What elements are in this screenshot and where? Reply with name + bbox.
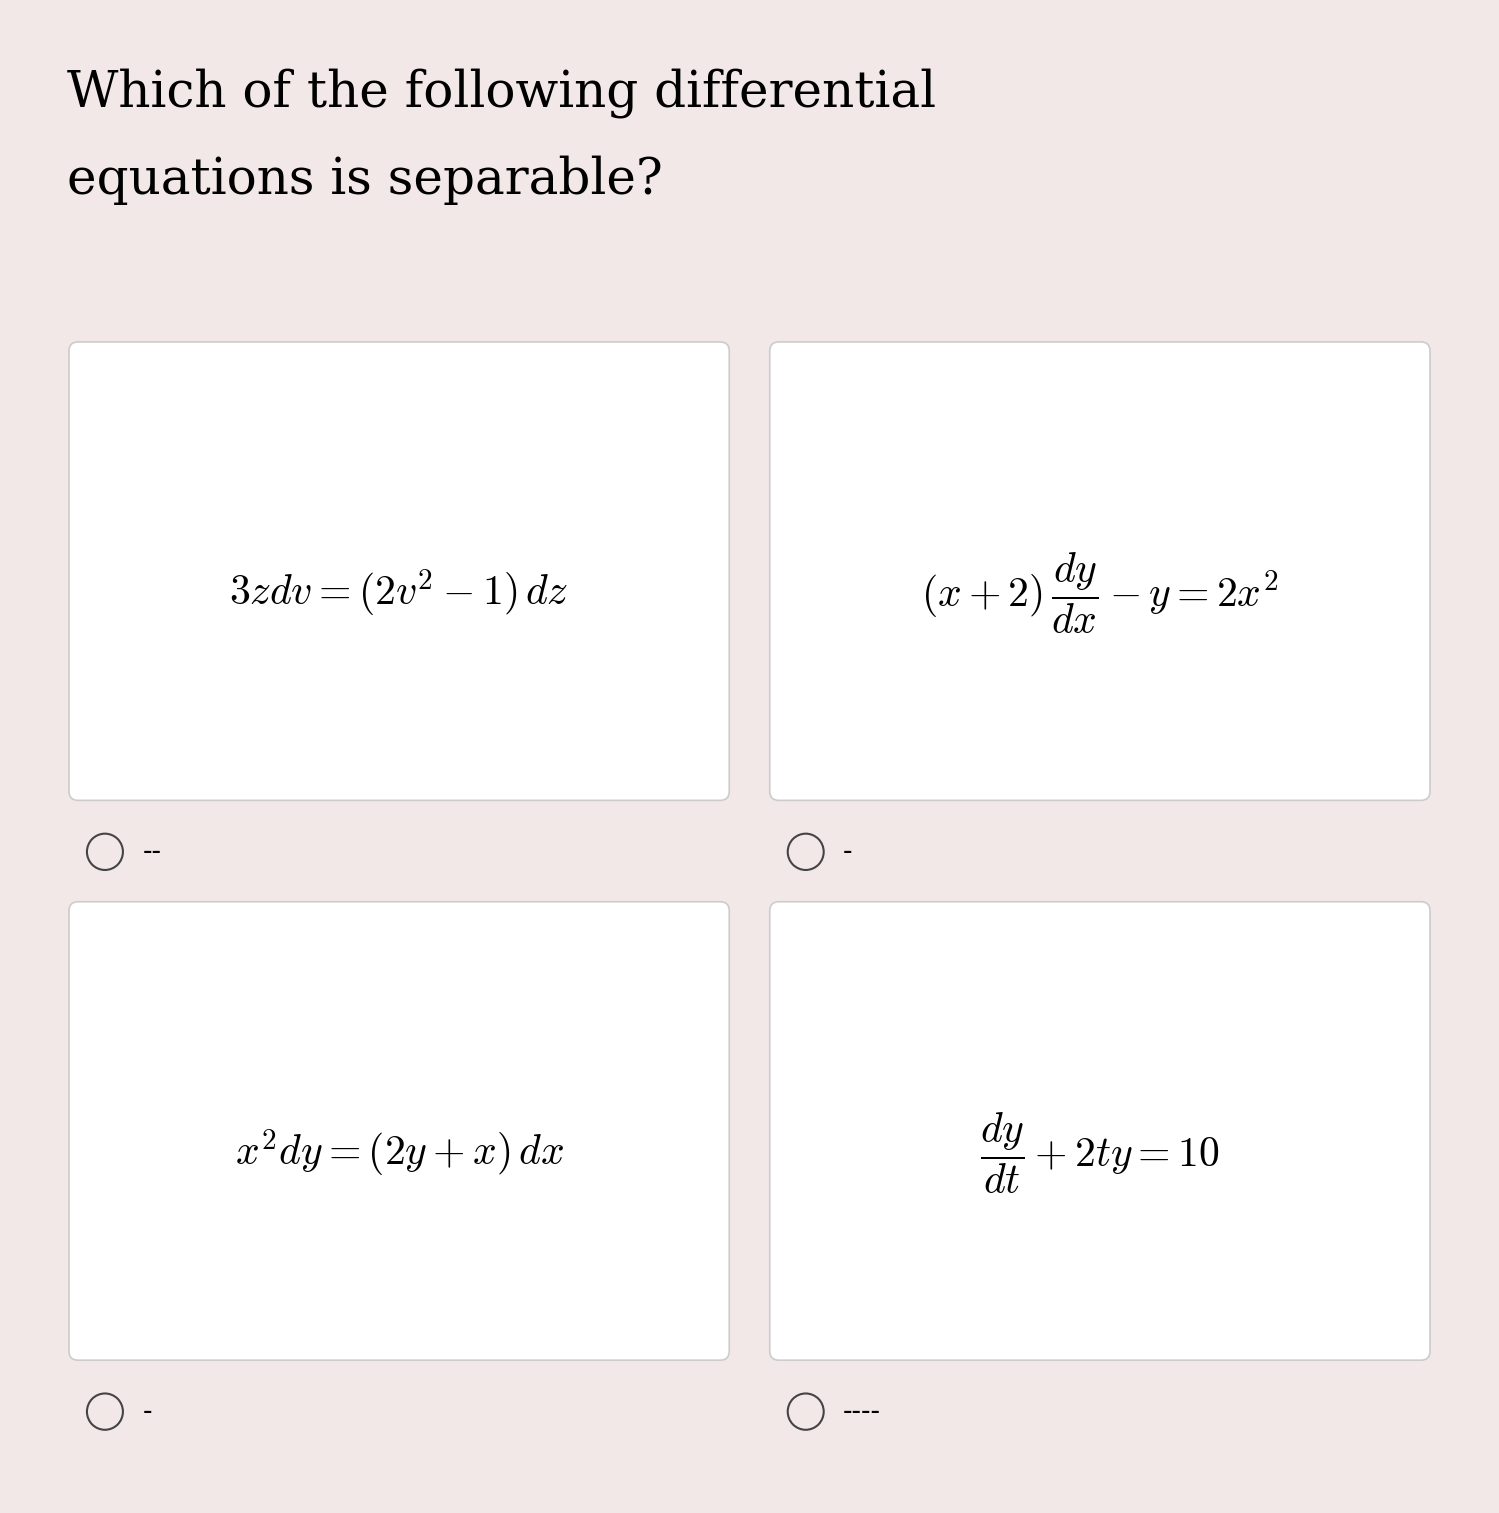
FancyBboxPatch shape	[770, 902, 1430, 1360]
Text: -: -	[142, 1398, 151, 1425]
Text: equations is separable?: equations is separable?	[67, 156, 663, 206]
FancyBboxPatch shape	[69, 902, 729, 1360]
Text: ----: ----	[842, 1398, 881, 1425]
FancyBboxPatch shape	[69, 342, 729, 800]
Text: $(x+2)\,\dfrac{dy}{dx} - y = 2x^2$: $(x+2)\,\dfrac{dy}{dx} - y = 2x^2$	[920, 551, 1279, 635]
Text: --: --	[142, 838, 162, 865]
Circle shape	[87, 1393, 123, 1430]
Text: $3zdv = (2v^2 - 1)\,dz$: $3zdv = (2v^2 - 1)\,dz$	[229, 567, 568, 619]
Text: $x^2 dy = (2y + x)\,dx$: $x^2 dy = (2y + x)\,dx$	[235, 1127, 564, 1179]
Text: $\dfrac{dy}{dt} + 2ty = 10$: $\dfrac{dy}{dt} + 2ty = 10$	[980, 1111, 1220, 1195]
Circle shape	[788, 834, 823, 870]
Text: Which of the following differential: Which of the following differential	[67, 68, 937, 118]
Circle shape	[87, 834, 123, 870]
Text: -: -	[842, 838, 853, 865]
Circle shape	[788, 1393, 823, 1430]
FancyBboxPatch shape	[770, 342, 1430, 800]
